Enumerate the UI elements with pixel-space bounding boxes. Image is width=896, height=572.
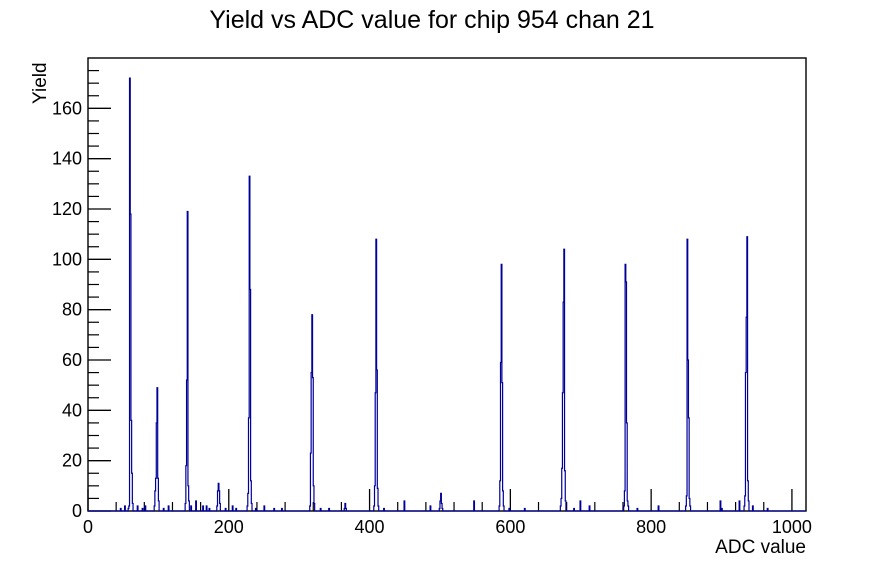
histogram-line: [88, 77, 806, 512]
y-tick-label: 60: [62, 350, 82, 370]
x-tick-label: 800: [636, 517, 666, 537]
x-tick-label: 1000: [772, 517, 812, 537]
y-tick-label: 120: [52, 199, 82, 219]
x-axis-title: ADC value: [715, 537, 806, 558]
y-tick-label: 40: [62, 400, 82, 420]
y-tick-label: 160: [52, 98, 82, 118]
y-tick-label: 80: [62, 300, 82, 320]
x-tick-label: 200: [214, 517, 244, 537]
y-tick-label: 140: [52, 149, 82, 169]
x-tick-label: 400: [355, 517, 385, 537]
x-tick-label: 600: [495, 517, 525, 537]
plot-frame: [87, 57, 807, 512]
y-tick-label: 0: [72, 501, 82, 521]
y-tick-label: 100: [52, 249, 82, 269]
x-tick-label: 0: [83, 517, 93, 537]
plot-title: Yield vs ADC value for chip 954 chan 21: [209, 6, 655, 34]
y-tick-label: 20: [62, 451, 82, 471]
